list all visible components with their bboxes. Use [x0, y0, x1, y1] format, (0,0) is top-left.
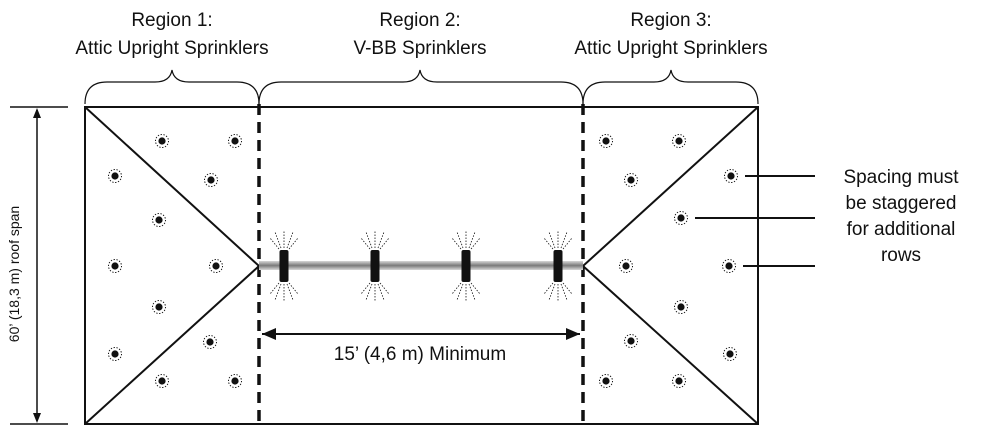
spacing-note-line: for additional — [847, 219, 956, 240]
arrow-left-icon — [262, 328, 276, 340]
upright-sprinkler — [674, 211, 688, 225]
arrow-right-icon — [566, 328, 580, 340]
hip-line-right-bottom — [582, 265, 759, 425]
minimum-label: 15’ (4,6 m) Minimum — [334, 344, 506, 365]
upright-sprinkler — [108, 259, 122, 273]
spacing-note-line: rows — [881, 245, 921, 266]
upright-sprinkler — [152, 213, 166, 227]
upright-sprinkler — [228, 134, 242, 148]
upright-sprinkler — [619, 259, 633, 273]
upright-sprinkler — [203, 335, 217, 349]
vbb-sprinkler — [360, 230, 390, 302]
upright-sprinkler — [672, 134, 686, 148]
upright-sprinkler — [108, 169, 122, 183]
spacing-note-line: Spacing must — [843, 167, 959, 188]
upright-sprinkler — [155, 374, 169, 388]
region-3-brace — [582, 69, 759, 105]
region-1-title: Region 1: — [131, 10, 212, 31]
upright-sprinkler — [108, 347, 122, 361]
upright-sprinkler — [723, 347, 737, 361]
arrow-up-icon — [33, 108, 41, 118]
region-1-brace — [84, 69, 260, 105]
region-2-subtitle: V-BB Sprinklers — [353, 38, 486, 59]
upright-sprinkler — [228, 374, 242, 388]
upright-sprinkler — [724, 169, 738, 183]
region-2-title: Region 2: — [379, 10, 460, 31]
vbb-sprinkler — [543, 230, 573, 302]
upright-sprinkler — [599, 134, 613, 148]
upright-sprinkler — [599, 374, 613, 388]
roof-span-label: 60’ (18,3 m) roof span — [6, 206, 22, 342]
upright-sprinkler — [624, 173, 638, 187]
arrow-down-icon — [33, 413, 41, 423]
upright-sprinkler — [722, 259, 736, 273]
region-2-brace — [258, 69, 584, 105]
upright-sprinkler — [209, 259, 223, 273]
upright-sprinkler — [155, 134, 169, 148]
upright-sprinkler — [674, 300, 688, 314]
ridge-pipe — [259, 261, 583, 270]
upright-sprinkler — [204, 173, 218, 187]
vbb-sprinkler — [451, 230, 481, 302]
region-3-subtitle: Attic Upright Sprinklers — [574, 38, 767, 59]
upright-sprinkler — [152, 300, 166, 314]
upright-sprinkler — [672, 374, 686, 388]
hip-line-left-top — [84, 106, 260, 267]
hip-line-left-bottom — [84, 265, 260, 425]
vbb-sprinkler — [269, 230, 299, 302]
region-3-title: Region 3: — [630, 10, 711, 31]
hip-line-right-top — [582, 106, 759, 267]
spacing-note-line: be staggered — [846, 193, 957, 214]
upright-sprinkler — [624, 334, 638, 348]
region-1-subtitle: Attic Upright Sprinklers — [75, 38, 268, 59]
